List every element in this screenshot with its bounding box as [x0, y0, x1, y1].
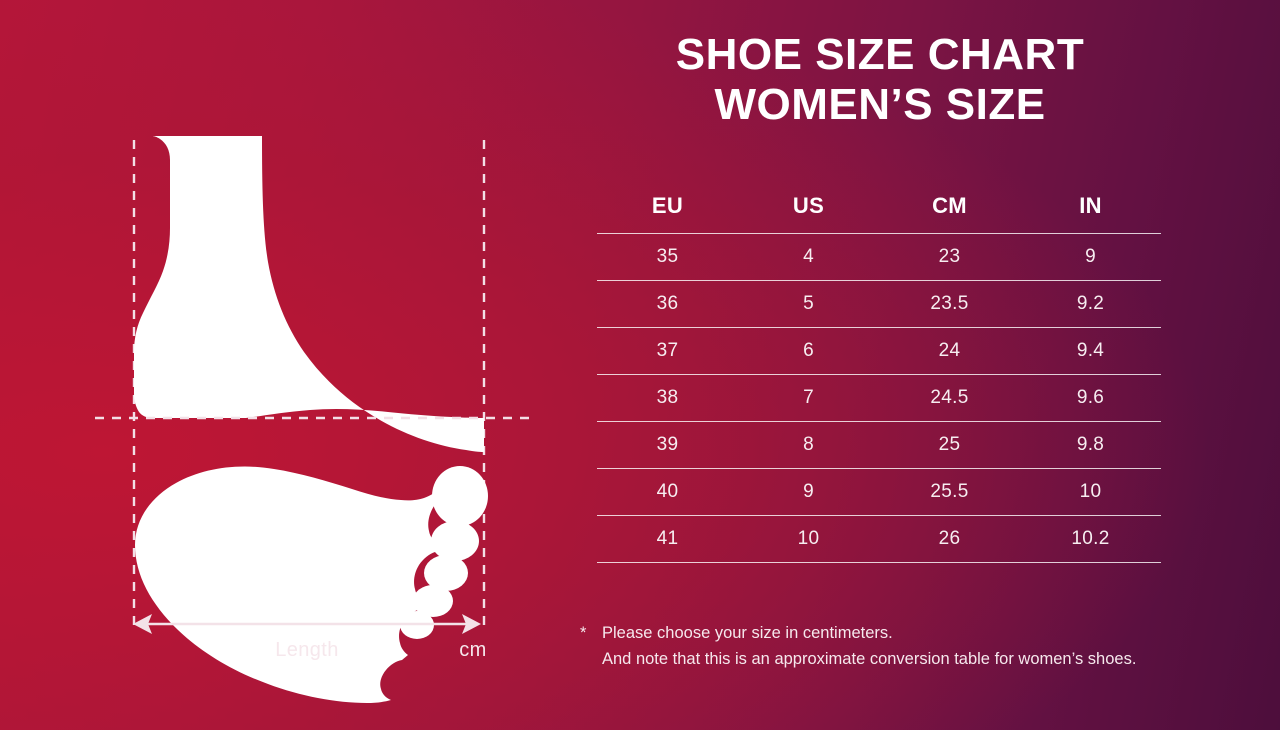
title-line-2: WOMEN’S SIZE	[714, 80, 1046, 129]
footnote-text-1: Please choose your size in centimeters.	[602, 624, 893, 642]
table-row: 38 7 24.5 9.6	[597, 374, 1161, 422]
chart-panel: SHOE SIZE CHART WOMEN’S SIZE EU US CM IN…	[575, 0, 1280, 730]
footnote-text-2: And note that this is an approximate con…	[602, 650, 1137, 668]
length-arrow-left	[133, 614, 152, 634]
cell-eu: 38	[597, 374, 738, 422]
foot-side-silhouette	[134, 136, 484, 452]
cell-cm: 25	[879, 421, 1020, 469]
cell-in: 9.4	[1020, 327, 1161, 375]
length-label: Length	[275, 639, 339, 661]
footnote-line-2: And note that this is an approximate con…	[580, 646, 1280, 672]
table-header-row: EU US CM IN	[597, 193, 1161, 234]
table-row: 37 6 24 9.4	[597, 327, 1161, 375]
foot-toe-3	[424, 555, 468, 591]
cell-in: 9.2	[1020, 280, 1161, 328]
cell-eu: 39	[597, 421, 738, 469]
cell-us: 8	[738, 421, 879, 469]
cell-eu: 37	[597, 327, 738, 375]
cell-eu: 36	[597, 280, 738, 328]
cell-in: 9.8	[1020, 421, 1161, 469]
cell-eu: 41	[597, 515, 738, 563]
length-arrow-right	[462, 614, 481, 634]
table-row: 36 5 23.5 9.2	[597, 280, 1161, 328]
cell-cm: 23.5	[879, 280, 1020, 328]
foot-toe-1	[432, 466, 488, 526]
foot-sole-silhouette	[135, 466, 450, 703]
unit-label: cm	[459, 639, 486, 661]
cell-in: 9	[1020, 233, 1161, 281]
column-header-us: US	[792, 193, 825, 218]
foot-illustration-panel: Length cm	[0, 0, 580, 730]
cell-eu: 40	[597, 468, 738, 516]
cell-us: 9	[738, 468, 879, 516]
cell-us: 6	[738, 327, 879, 375]
table-row: 35 4 23 9	[597, 233, 1161, 281]
cell-cm: 25.5	[879, 468, 1020, 516]
footnote-block: * Please choose your size in centimeters…	[580, 620, 1280, 672]
table-row: 41 10 26 10.2	[597, 515, 1161, 563]
cell-cm: 23	[879, 233, 1020, 281]
page-title: SHOE SIZE CHART WOMEN’S SIZE	[575, 30, 1185, 130]
cell-in: 10	[1020, 468, 1161, 516]
column-header-in: IN	[1079, 193, 1102, 218]
cell-us: 4	[738, 233, 879, 281]
table-row: 39 8 25 9.8	[597, 421, 1161, 469]
cell-us: 5	[738, 280, 879, 328]
cell-in: 10.2	[1020, 515, 1161, 563]
foot-toe-4	[413, 585, 453, 617]
column-header-eu: EU	[651, 193, 684, 218]
title-line-1: SHOE SIZE CHART	[675, 30, 1085, 79]
footnote-asterisk: *	[580, 624, 587, 642]
footnote-line-1: * Please choose your size in centimeters…	[580, 620, 1280, 646]
table-row: 40 9 25.5 10	[597, 468, 1161, 516]
cell-eu: 35	[597, 233, 738, 281]
cell-cm: 24	[879, 327, 1020, 375]
foot-sole-view	[135, 466, 488, 703]
cell-cm: 26	[879, 515, 1020, 563]
cell-in: 9.6	[1020, 374, 1161, 422]
cell-us: 10	[738, 515, 879, 563]
size-conversion-table: EU US CM IN 35 4 23 9 36 5	[597, 193, 1161, 563]
column-header-cm: CM	[932, 193, 967, 218]
cell-cm: 24.5	[879, 374, 1020, 422]
foot-toe-2	[431, 521, 479, 561]
cell-us: 7	[738, 374, 879, 422]
